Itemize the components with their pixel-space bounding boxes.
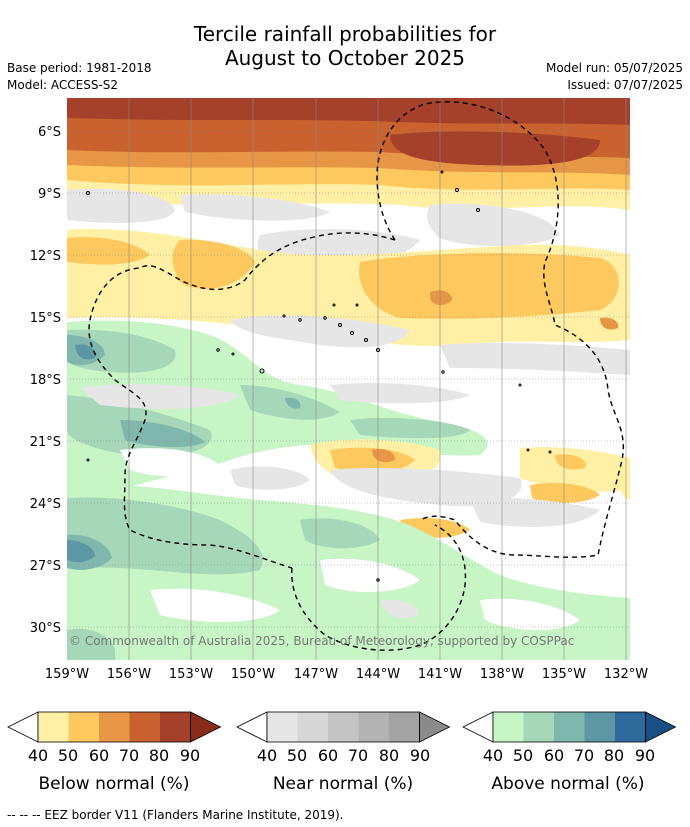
svg-text:90: 90 [635, 746, 655, 765]
lon-label: 141°W [418, 667, 462, 682]
colorbar-below [7, 711, 222, 743]
meta-right: Model run: 05/07/2025 Issued: 07/07/2025 [546, 60, 683, 94]
below-normal-label: Below normal (%) [39, 774, 190, 794]
colorbar-extend-high [419, 711, 451, 743]
colorbar-ticks-above: 40 50 60 70 80 90 [483, 746, 655, 765]
svg-text:80: 80 [604, 746, 624, 765]
colorbar-extend-low [7, 711, 39, 743]
colorbar-swatch [389, 712, 420, 742]
svg-text:40: 40 [28, 746, 48, 765]
colorbar-swatch [358, 712, 389, 742]
lon-label: 153°W [169, 667, 213, 682]
near-normal-label: Near normal (%) [273, 774, 413, 794]
title-line-1: Tercile rainfall probabilities for [193, 22, 497, 46]
model-run: Model run: 05/07/2025 [545, 61, 683, 75]
svg-text:80: 80 [149, 746, 169, 765]
map-title: Tercile rainfall probabilities for Augus… [0, 22, 690, 70]
colorbar-swatch [615, 712, 646, 742]
colorbar-extend-high [645, 711, 677, 743]
colorbar-extend-low [236, 711, 268, 743]
svg-text:50: 50 [58, 746, 78, 765]
svg-text:80: 80 [379, 746, 399, 765]
above-normal-label: Above normal (%) [491, 774, 644, 794]
lat-label: 24°S [30, 497, 61, 512]
lon-label: 156°W [107, 667, 151, 682]
model-name: Model: ACCESS-S2 [7, 78, 119, 92]
colorbar-extend-high [190, 711, 222, 743]
colorbar-above [462, 711, 677, 743]
colorbar-labels: Below normal (%) Near normal (%) Above n… [39, 774, 645, 794]
base-period: Base period: 1981-2018 [7, 61, 152, 75]
lat-label: 9°S [38, 187, 61, 202]
latitude-labels: 6°S 9°S 12°S 15°S 18°S 21°S 24°S 27°S 30… [30, 125, 61, 636]
svg-text:70: 70 [348, 746, 368, 765]
svg-text:70: 70 [119, 746, 139, 765]
colorbar-swatch [267, 712, 298, 742]
lon-label: 135°W [542, 667, 586, 682]
svg-text:50: 50 [513, 746, 533, 765]
colorbar-swatch [297, 712, 328, 742]
colorbar-swatch [99, 712, 130, 742]
lon-label: 147°W [294, 667, 338, 682]
colorbar-swatch [68, 712, 99, 742]
island-coastlines [86, 170, 552, 582]
svg-text:60: 60 [318, 746, 338, 765]
lat-label: 30°S [30, 621, 61, 636]
colorbar-frame [37, 711, 191, 743]
lat-label: 21°S [30, 435, 61, 450]
lat-label: 6°S [38, 125, 61, 140]
lat-label: 27°S [30, 559, 61, 574]
eez-borders [88, 101, 624, 651]
svg-text:40: 40 [483, 746, 503, 765]
lon-label: 132°W [604, 667, 648, 682]
colorbar-near [236, 711, 451, 743]
colorbar-frame [266, 711, 420, 743]
svg-text:40: 40 [257, 746, 277, 765]
colorbar-swatch [38, 712, 69, 742]
lon-label: 138°W [480, 667, 524, 682]
lon-label: 150°W [231, 667, 275, 682]
svg-text:90: 90 [180, 746, 200, 765]
title-line-2: August to October 2025 [224, 46, 466, 70]
colorbar-swatch [328, 712, 359, 742]
svg-text:50: 50 [287, 746, 307, 765]
lon-label: 159°W [45, 667, 89, 682]
colorbar-swatch [160, 712, 191, 742]
svg-text:60: 60 [89, 746, 109, 765]
colorbar-swatch [584, 712, 615, 742]
longitude-labels: 159°W 156°W 153°W 150°W 147°W 144°W 141°… [45, 667, 648, 682]
svg-text:70: 70 [574, 746, 594, 765]
svg-text:90: 90 [410, 746, 430, 765]
colorbar-frame [492, 711, 646, 743]
colorbar-swatch [523, 712, 554, 742]
lat-label: 18°S [30, 373, 61, 388]
lon-label: 144°W [356, 667, 400, 682]
meta-left: Base period: 1981-2018 Model: ACCESS-S2 [7, 60, 152, 94]
gridlines [67, 98, 630, 660]
svg-text:60: 60 [544, 746, 564, 765]
lat-label: 12°S [30, 249, 61, 264]
colorbar-swatch [554, 712, 585, 742]
colorbar-swatch [493, 712, 524, 742]
eez-footnote: -- -- -- EEZ border V11 (Flanders Marine… [7, 808, 344, 822]
colorbar-ticks-near: 40 50 60 70 80 90 [257, 746, 430, 765]
issued-date: Issued: 07/07/2025 [567, 78, 683, 92]
lat-label: 15°S [30, 311, 61, 326]
copyright-notice: © Commonwealth of Australia 2025, Bureau… [69, 634, 574, 648]
colorbar-ticks-below: 40 50 60 70 80 90 [28, 746, 200, 765]
colorbar-extend-low [462, 711, 494, 743]
colorbar-swatch [129, 712, 160, 742]
